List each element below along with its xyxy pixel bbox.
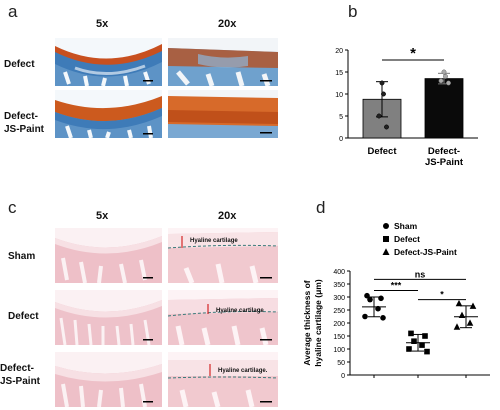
d-y-tick-label: 200 (333, 321, 345, 328)
d-legend-marker-1 (383, 236, 389, 242)
b-point (438, 78, 444, 84)
d-legend-label-0: Sham (394, 221, 418, 231)
d-point-1 (419, 342, 425, 348)
b-point (446, 80, 451, 86)
annotation-hyaline-js-paint: Hyaline cartilage. (218, 368, 268, 374)
b-point (376, 113, 382, 119)
b-y-tick-label: 5 (339, 114, 343, 121)
b-y-tick-label: 20 (335, 48, 343, 55)
d-ylabel-line2: hyaline cartilage (μm) (313, 279, 323, 367)
micrograph-c-5x-js-paint (55, 352, 162, 407)
panel-d-label: d (316, 198, 326, 217)
b-point (381, 91, 386, 97)
panel-c-row-js: Defect- JS-Paint (0, 362, 40, 388)
b-y-tick-label: 15 (335, 70, 343, 77)
d-y-tick-label: 50 (337, 360, 345, 367)
d-significance-label-0: *** (391, 281, 402, 291)
panel-c-row-js-line1: Defect- (0, 363, 34, 374)
b-significance-label: * (410, 45, 416, 62)
micrograph-a-5x-defect (55, 38, 162, 86)
d-y-tick-label: 300 (333, 295, 345, 302)
d-y-tick-label: 400 (333, 269, 345, 276)
d-legend-marker-2 (382, 248, 390, 255)
d-significance-label-2: ns (415, 269, 426, 279)
d-point-0 (367, 296, 373, 303)
annotation-hyaline-sham: Hyaline cartilage (190, 238, 238, 244)
chart-b: 0 5 10 15 20 Defect Defect-JS-Paint * (335, 45, 478, 168)
panel-c-col-5x: 5x (96, 210, 109, 222)
panel-c-row-js-line2: JS-Paint (0, 376, 41, 387)
d-significance-label-1: * (440, 290, 444, 300)
d-y-tick-label: 150 (333, 334, 345, 341)
d-point-2 (453, 323, 461, 330)
d-ylabel-line1: Average thickness of (302, 280, 312, 365)
panel-c-label: c (8, 198, 17, 217)
d-point-1 (411, 338, 417, 344)
d-point-1 (422, 333, 428, 339)
panel-b-label: b (348, 2, 358, 21)
micrograph-c-5x-sham (55, 228, 162, 283)
panel-a-col-20x: 20x (218, 18, 237, 30)
b-point (441, 69, 447, 75)
panel-a-col-5x: 5x (96, 18, 109, 30)
micrograph-a-20x-defect (168, 38, 278, 86)
b-category-label: Defect- (428, 146, 460, 157)
b-bar-1 (424, 78, 464, 139)
d-point-1 (408, 330, 414, 337)
d-y-tick-label: 0 (341, 373, 345, 380)
b-point (379, 80, 385, 86)
d-point-0 (362, 313, 368, 320)
d-point-2 (455, 299, 463, 307)
b-category-label: Defect (367, 146, 397, 157)
panel-c-col-20x: 20x (218, 210, 237, 222)
panel-a-row-js: Defect- JS-Paint (4, 110, 44, 136)
panel-c-row-sham: Sham (8, 251, 36, 262)
d-legend-label-2: Defect-JS-Paint (394, 247, 457, 257)
chart-d: 0 50 100 150 200 250 300 350 400 Average thicknes… (302, 221, 490, 380)
d-legend-label-1: Defect (394, 234, 420, 244)
micrograph-c-5x-defect (55, 290, 162, 345)
micrograph-a-5x-js-paint (55, 90, 162, 138)
b-y-tick-label: 0 (339, 136, 343, 143)
d-y-tick-label: 350 (333, 282, 345, 289)
d-point-2 (466, 319, 474, 326)
d-point-1 (424, 348, 430, 355)
b-y-tick-label: 10 (335, 92, 343, 99)
d-point-1 (406, 346, 412, 352)
panel-c-row-defect: Defect (8, 311, 39, 322)
d-point-0 (378, 295, 384, 302)
micrograph-c-20x-defect: Hyaline cartilage (168, 290, 278, 345)
annotation-hyaline-defect: Hyaline cartilage (216, 308, 264, 314)
panel-a-label: a (8, 2, 18, 21)
b-point (443, 73, 448, 79)
b-category-label: JS-Paint (425, 157, 464, 168)
micrograph-c-20x-js-paint: Hyaline cartilage. (168, 352, 278, 407)
micrograph-a-20x-js-paint (168, 90, 278, 138)
b-point (384, 124, 389, 130)
d-point-0 (380, 315, 386, 321)
panel-a-row-defect: Defect (4, 59, 35, 70)
d-y-tick-label: 100 (333, 347, 345, 354)
d-y-tick-label: 250 (333, 308, 345, 315)
d-point-2 (469, 302, 477, 309)
d-legend-marker-0 (383, 223, 389, 229)
micrograph-c-20x-sham: Hyaline cartilage (168, 228, 278, 283)
panel-a-row-js-line2: JS-Paint (4, 124, 45, 135)
panel-a-row-js-line1: Defect- (4, 111, 38, 122)
